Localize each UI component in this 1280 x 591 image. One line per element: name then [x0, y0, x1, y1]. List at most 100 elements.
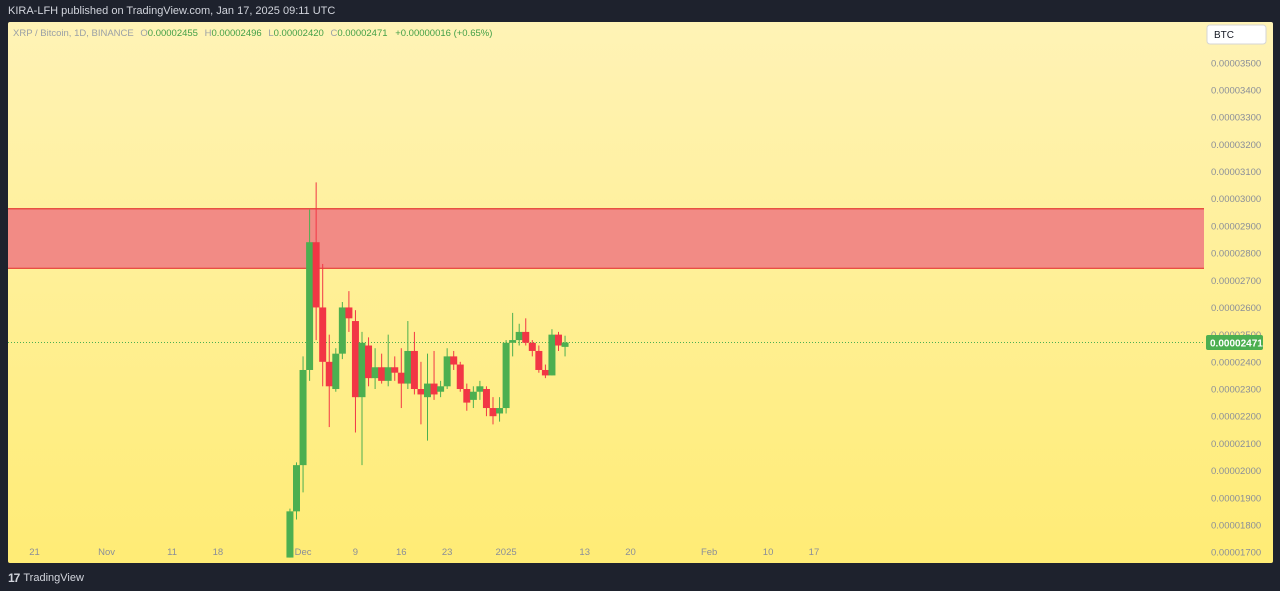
candle-body	[358, 342, 366, 398]
x-tick-label: 2025	[496, 547, 517, 558]
high-label: H	[205, 28, 212, 39]
candle-body	[541, 369, 549, 376]
chart-background	[8, 22, 1273, 563]
x-tick-label: Feb	[701, 547, 717, 558]
candle-body	[555, 334, 562, 346]
candle-body	[515, 331, 523, 341]
candle-body	[299, 369, 307, 466]
y-tick-label: 0.00003500	[1211, 58, 1261, 69]
y-tick-label: 0.00002300	[1211, 385, 1261, 396]
candle-body	[417, 389, 425, 395]
y-tick-label: 0.00002400	[1211, 357, 1261, 368]
candle-body	[384, 367, 392, 381]
y-tick-label: 0.00002800	[1211, 249, 1261, 260]
candle-body	[332, 353, 340, 390]
candlestick-chart[interactable]: 0.00001700 0.00001800 0.00001900 0.00002000…	[8, 22, 1273, 563]
candle-body	[561, 342, 569, 347]
candle-body	[365, 345, 373, 379]
x-tick-label: 18	[213, 547, 224, 558]
candle-body	[378, 367, 386, 381]
close-label: C	[330, 28, 337, 39]
candle-body	[430, 383, 438, 395]
candle-body	[397, 372, 405, 384]
candle-body	[319, 307, 327, 362]
x-tick-label: 16	[396, 547, 407, 558]
chart-frame[interactable]: 0.00001700 0.00001800 0.00001900 0.00002000…	[8, 22, 1273, 563]
candle-body	[443, 356, 451, 387]
tradingview-logo-icon: 17	[8, 571, 20, 585]
x-tick-label: 23	[442, 547, 453, 558]
candle-body	[312, 242, 320, 308]
candle-body	[371, 367, 379, 379]
y-tick-label: 0.00002100	[1211, 439, 1261, 450]
y-tick-label: 0.00001700	[1211, 548, 1261, 559]
candle-body	[535, 350, 543, 370]
candle-body	[404, 350, 412, 384]
y-tick-label: 0.00001800	[1211, 520, 1261, 531]
candle-body	[496, 408, 504, 414]
candle-body	[306, 242, 314, 370]
low-value: 0.00002420	[274, 28, 324, 39]
low-label: L	[268, 28, 273, 39]
x-tick-label: 9	[353, 547, 358, 558]
candle-body	[286, 511, 294, 558]
x-tick-label: 10	[763, 547, 774, 558]
candle-body	[391, 367, 399, 373]
tradingview-brand[interactable]: 17 TradingView	[8, 571, 84, 585]
svg-text:XRP / Bitcoin, 1D, BINANCE: XRP / Bitcoin, 1D, BINANCE O0.00002455 H…	[13, 28, 492, 39]
x-tick-label: 21	[29, 547, 40, 558]
candle-body	[482, 389, 490, 409]
currency-button-label: BTC	[1214, 30, 1234, 41]
y-tick-label: 0.00002000	[1211, 466, 1261, 477]
candle-body	[476, 386, 484, 392]
candle-body	[450, 356, 458, 365]
x-tick-label: 11	[167, 547, 177, 558]
y-tick-label: 0.00003000	[1211, 194, 1261, 205]
last-price-label: 0.00002471	[1210, 338, 1263, 349]
candle-body	[410, 350, 418, 390]
candle-body	[522, 331, 530, 343]
high-value: 0.00002496	[211, 28, 261, 39]
y-tick-label: 0.00002700	[1211, 276, 1261, 287]
open-label: O	[140, 28, 147, 39]
candle-body	[456, 364, 464, 390]
y-tick-label: 0.00003100	[1211, 167, 1261, 178]
candle-body	[338, 307, 346, 354]
x-tick-label: 17	[809, 547, 820, 558]
candle-body	[528, 342, 536, 351]
x-tick-label: Dec	[295, 547, 312, 558]
candle-body	[351, 321, 359, 398]
x-tick-label: Nov	[98, 547, 115, 558]
symbol-legend: XRP / Bitcoin, 1D, BINANCE O0.00002455 H…	[13, 28, 492, 39]
candle-body	[437, 386, 445, 392]
candle-body	[502, 342, 510, 409]
candle-body	[345, 307, 353, 319]
currency-button[interactable]: BTC	[1206, 24, 1267, 45]
brand-name: TradingView	[23, 572, 84, 584]
published-info: KIRA-LFH published on TradingView.com, J…	[8, 5, 336, 17]
candle-body	[509, 340, 517, 343]
candle-body	[463, 389, 471, 403]
open-value: 0.00002455	[148, 28, 198, 39]
candle-body	[424, 383, 431, 398]
y-tick-label: 0.00003300	[1211, 113, 1261, 124]
y-tick-label: 0.00003400	[1211, 85, 1261, 96]
close-value: 0.00002471	[337, 28, 387, 39]
y-tick-label: 0.00001900	[1211, 493, 1261, 504]
y-tick-label: 0.00003200	[1211, 140, 1261, 151]
resistance-zone	[8, 208, 1204, 269]
change-value: +0.00000016 (+0.65%)	[395, 28, 492, 39]
candle-body	[489, 408, 497, 417]
y-tick-label: 0.00002200	[1211, 412, 1261, 423]
y-tick-label: 0.00002600	[1211, 303, 1261, 314]
candle-body	[469, 391, 477, 400]
candle-body	[548, 334, 556, 376]
footer-bar: 17 TradingView	[0, 563, 1280, 591]
publish-bar: KIRA-LFH published on TradingView.com, J…	[0, 0, 1280, 22]
candle-body	[325, 361, 333, 387]
candle-body	[293, 465, 300, 512]
symbol-name: XRP / Bitcoin, 1D, BINANCE	[13, 28, 134, 39]
x-tick-label: 20	[625, 547, 636, 558]
y-tick-label: 0.00002900	[1211, 221, 1261, 232]
x-tick-label: 13	[579, 547, 590, 558]
